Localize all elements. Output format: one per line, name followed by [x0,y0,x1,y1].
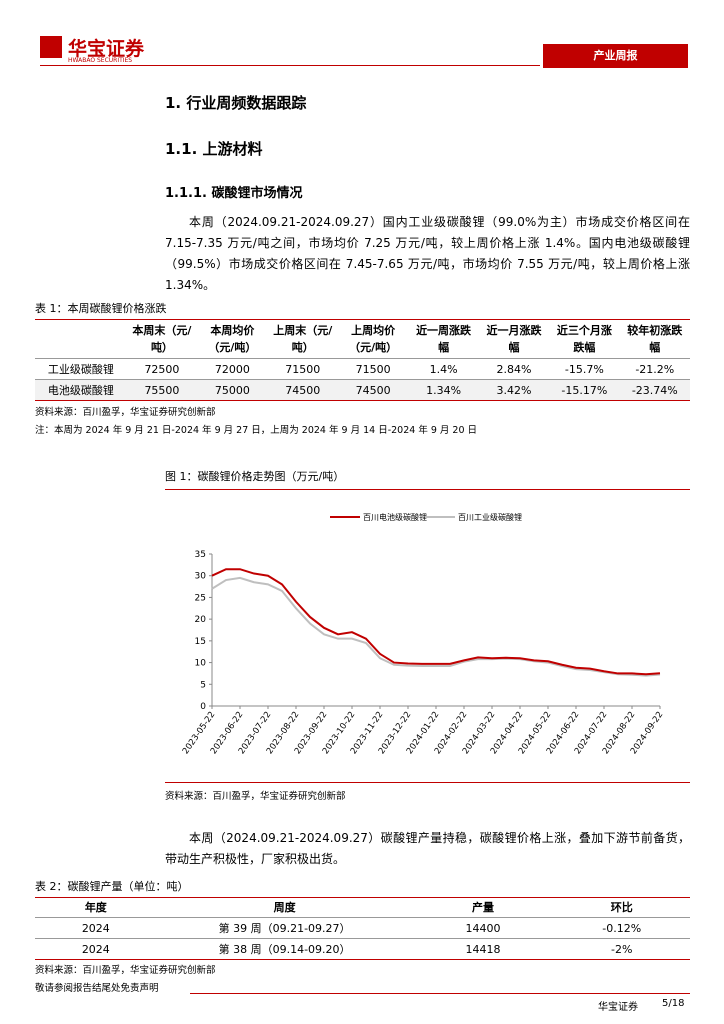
header-cell: 年度 [84,901,107,914]
table-cell: 1.4% [429,362,458,376]
table-header-row: 本周末（元/吨） 本周均价（元/吨） 上周末（元/吨） 上周均价（元/吨） 近一周涨跌幅… [35,320,690,359]
header-cell: 周度 [273,901,296,914]
y-tick-label: 30 [195,572,207,582]
header-cell: 上周均价（元/吨） [349,324,398,354]
table-cell: -21.2% [635,362,675,376]
y-tick-label: 35 [195,550,206,560]
y-tick-label: 10 [195,659,207,669]
y-tick-label: 0 [200,702,206,712]
table-cell: 第 39 周（09.21-09.27） [218,922,351,935]
table-cell: 74500 [355,383,391,397]
table-cell: 2024 [81,921,110,935]
source: 资料来源：百川盈孚，华宝证券研究创新部 [35,407,216,418]
table-cell: 工业级碳酸锂 [47,363,114,376]
y-tick-label: 5 [200,680,206,690]
page-number: 5/18 [662,998,685,1009]
source: 资料来源：百川盈孚，华宝证券研究创新部 [165,791,346,802]
heading: 1. 行业周频数据跟踪 [165,94,307,112]
table: 本周末（元/吨） 本周均价（元/吨） 上周末（元/吨） 上周均价（元/吨） 近一周涨跌幅… [35,320,690,401]
table-cell: 71500 [355,362,391,376]
figure-title: 图 1：碳酸锂价格走势图（万元/吨） [165,468,690,490]
heading: 1.1.1. 碳酸锂市场情况 [165,186,303,201]
table-cell: -15.7% [564,362,604,376]
table-cell: 2.84% [496,362,532,376]
header-cell: 上周末（元/吨） [273,324,333,354]
footer-rule [190,993,690,994]
disclaimer: 敬请参阅报告结尾处免责声明 [35,983,159,994]
table-cell: 75500 [144,383,180,397]
y-tick-label: 20 [195,615,207,625]
logo: 华宝证券 [68,38,145,60]
heading: 1.1. 上游材料 [165,140,263,158]
header-cell [35,320,127,359]
table-cell: 电池级碳酸锂 [47,384,114,397]
table-title: 表 1：本周碳酸锂价格涨跌 [35,300,690,320]
report-tag: 产业周报 [543,44,688,68]
logo-icon [40,36,62,58]
y-tick-label: 25 [195,593,206,603]
table-cell: -23.74% [631,383,678,397]
header-cell: 本周末（元/吨） [132,324,192,354]
logo-en: HWABAO SECURITIES [68,57,133,64]
table-cell: 74500 [285,383,321,397]
table-title: 表 2：碳酸锂产量（单位：吨） [35,878,690,898]
paragraph: 本周（2024.09.21-2024.09.27）国内工业级碳酸锂（99.0%为… [165,215,690,292]
table: 年度 周度 产量 环比 2024 第 39 周（09.21-09.27） 14400 -0.1… [35,897,690,960]
table-cell: -15.17% [561,383,608,397]
paragraph: 本周（2024.09.21-2024.09.27）碳酸锂产量持稳，碳酸锂价格上涨… [165,831,690,866]
legend-label: 百川电池级碳酸锂 [363,512,427,522]
series-line [211,568,661,676]
table-cell: 第 38 周（09.14-09.20） [218,943,351,956]
header-cell: 较年初涨跌幅 [627,324,683,354]
header-cell: 近一周涨跌幅 [416,324,472,354]
table-row: 工业级碳酸锂 72500 72000 71500 71500 1.4% 2.84% -15.7… [35,359,690,380]
header-rule [40,65,540,66]
table-cell: 72000 [214,362,250,376]
table-cell: 14400 [465,921,501,935]
header-cell: 本周均价（元/吨） [208,324,257,354]
table-row: 2024 第 39 周（09.21-09.27） 14400 -0.12% [35,918,690,939]
table-cell: -0.12% [602,921,642,935]
source: 资料来源：百川盈孚，华宝证券研究创新部 [35,965,216,976]
table-row: 电池级碳酸锂 75500 75000 74500 74500 1.34% 3.42% -15.… [35,379,690,401]
figure-rule [165,782,690,783]
note: 注：本周为 2024 年 9 月 21 日-2024 年 9 月 27 日，上周… [35,425,478,436]
legend-label: 百川工业级碳酸锂 [458,512,522,522]
table-header-row: 年度 周度 产量 环比 [35,897,690,918]
table-cell: -2% [611,942,633,956]
y-tick-label: 15 [195,637,206,647]
header-cell: 环比 [610,901,633,914]
table-cell: 14418 [465,942,501,956]
footer-company: 华宝证券 [598,1002,638,1013]
table-cell: 2024 [81,942,110,956]
table-cell: 1.34% [426,383,462,397]
series-line [211,576,661,677]
header-cell: 近一月涨跌幅 [486,324,542,354]
header-cell: 近三个月涨跌幅 [556,324,612,354]
table-cell: 75000 [214,383,250,397]
table-row: 2024 第 38 周（09.14-09.20） 14418 -2% [35,939,690,960]
chart: 051015202530352023-05-222023-06-222023-0… [181,512,666,756]
table-cell: 72500 [144,362,180,376]
table-cell: 3.42% [496,383,532,397]
table-cell: 71500 [285,362,321,376]
header-cell: 产量 [472,901,495,914]
